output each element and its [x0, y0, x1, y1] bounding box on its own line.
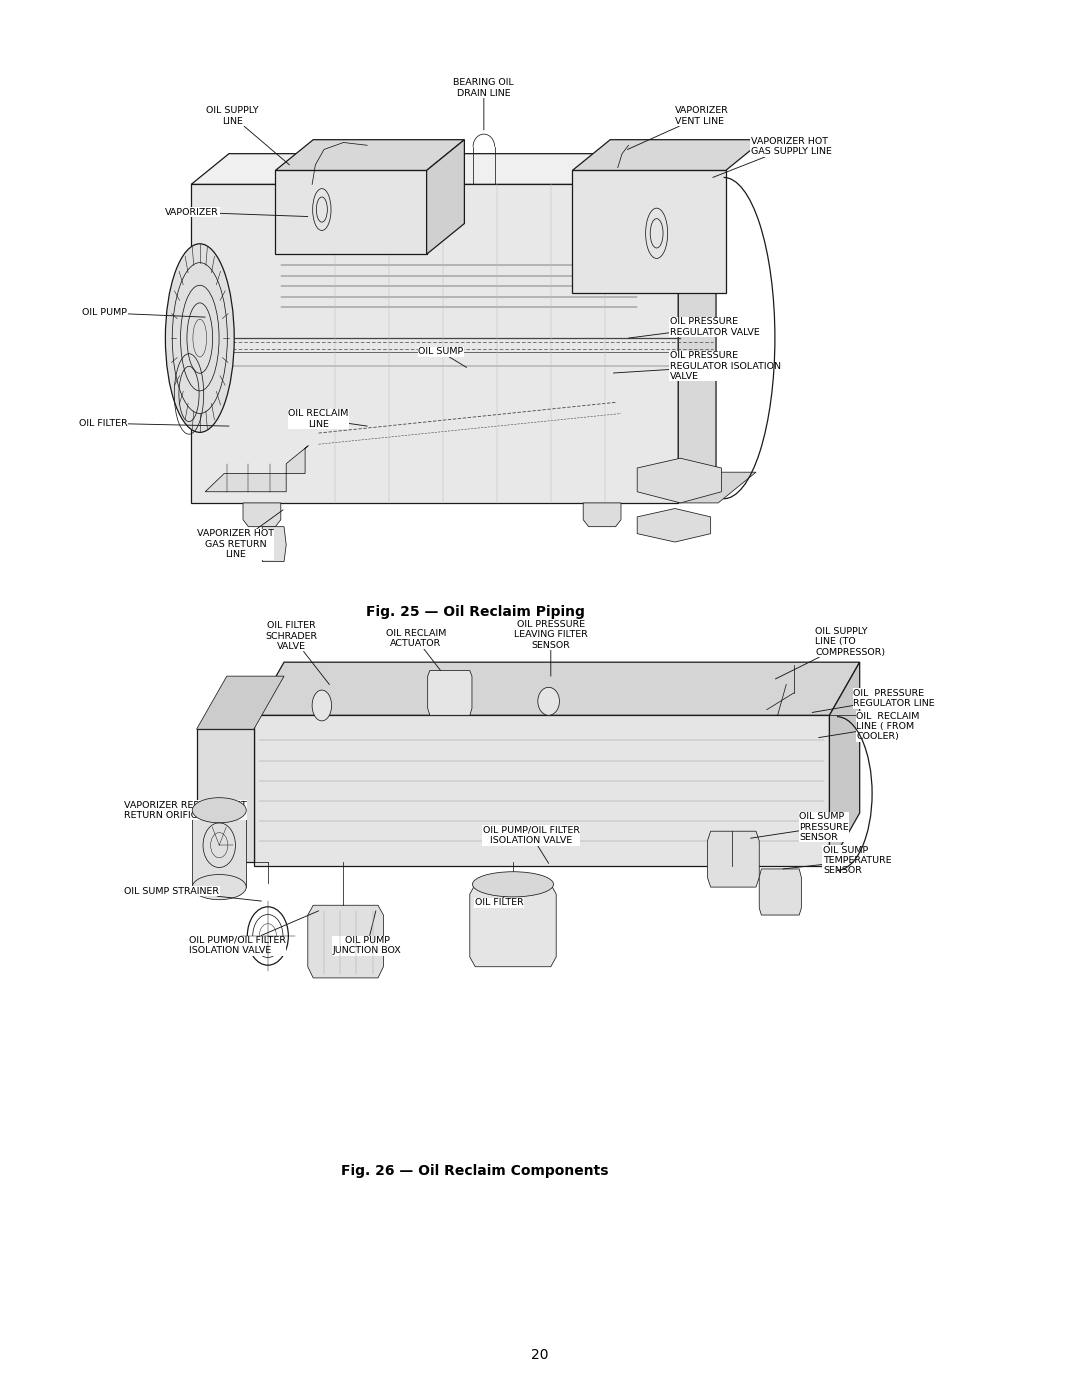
Polygon shape [192, 810, 246, 887]
Polygon shape [243, 503, 281, 527]
Text: VAPORIZER HOT
GAS SUPPLY LINE: VAPORIZER HOT GAS SUPPLY LINE [713, 137, 832, 177]
Text: OIL PUMP
JUNCTION BOX: OIL PUMP JUNCTION BOX [333, 911, 402, 956]
Text: OIL SUPPLY
LINE (TO
COMPRESSOR): OIL SUPPLY LINE (TO COMPRESSOR) [775, 627, 886, 679]
Ellipse shape [473, 872, 554, 897]
Text: OIL FILTER
SCHRADER
VALVE: OIL FILTER SCHRADER VALVE [266, 622, 329, 685]
Polygon shape [275, 140, 464, 170]
Text: VAPORIZER REFRIGERANT
RETURN ORIFICE: VAPORIZER REFRIGERANT RETURN ORIFICE [124, 800, 247, 820]
Text: OIL FILTER: OIL FILTER [474, 884, 524, 907]
Polygon shape [637, 509, 711, 542]
Polygon shape [260, 527, 286, 562]
Ellipse shape [165, 243, 234, 433]
Polygon shape [191, 154, 716, 184]
Polygon shape [427, 140, 464, 254]
Text: OIL PRESSURE
LEAVING FILTER
SENSOR: OIL PRESSURE LEAVING FILTER SENSOR [514, 620, 588, 676]
Polygon shape [572, 170, 726, 293]
Polygon shape [829, 662, 860, 866]
Text: VAPORIZER
VENT LINE: VAPORIZER VENT LINE [627, 106, 729, 149]
Text: OIL FILTER: OIL FILTER [79, 419, 229, 427]
Text: BEARING OIL
DRAIN LINE: BEARING OIL DRAIN LINE [454, 78, 514, 130]
Polygon shape [275, 170, 427, 254]
Polygon shape [583, 503, 621, 527]
Circle shape [538, 687, 559, 715]
Polygon shape [197, 676, 284, 729]
Text: OIL PUMP: OIL PUMP [82, 309, 205, 317]
Text: VAPORIZER HOT
GAS RETURN
LINE: VAPORIZER HOT GAS RETURN LINE [197, 510, 283, 559]
Text: OIL SUPPLY
LINE: OIL SUPPLY LINE [206, 106, 289, 165]
Text: Fig. 25 — Oil Reclaim Piping: Fig. 25 — Oil Reclaim Piping [366, 605, 584, 619]
Text: 20: 20 [531, 1348, 549, 1362]
Text: OIL RECLAIM
ACTUATOR: OIL RECLAIM ACTUATOR [386, 629, 446, 676]
Polygon shape [197, 729, 254, 862]
Polygon shape [707, 831, 759, 887]
Polygon shape [678, 472, 756, 503]
Text: OIL PUMP/OIL FILTER
ISOLATION VALVE: OIL PUMP/OIL FILTER ISOLATION VALVE [189, 911, 319, 956]
Polygon shape [191, 184, 678, 503]
Polygon shape [205, 446, 309, 492]
Text: OIL SUMP: OIL SUMP [418, 348, 467, 367]
Polygon shape [637, 458, 721, 503]
Polygon shape [254, 662, 860, 715]
Text: Fig. 26 — Oil Reclaim Components: Fig. 26 — Oil Reclaim Components [341, 1164, 609, 1178]
Ellipse shape [312, 690, 332, 721]
Polygon shape [678, 154, 716, 503]
Polygon shape [254, 715, 829, 866]
Text: OIL PRESSURE
REGULATOR VALVE: OIL PRESSURE REGULATOR VALVE [629, 317, 759, 338]
Polygon shape [572, 140, 764, 170]
Ellipse shape [192, 875, 246, 900]
Text: OIL SUMP STRAINER: OIL SUMP STRAINER [124, 887, 261, 901]
Polygon shape [470, 884, 556, 967]
Text: OIL  RECLAIM
LINE ( FROM
COOLER): OIL RECLAIM LINE ( FROM COOLER) [819, 711, 920, 742]
Text: OIL PRESSURE
REGULATOR ISOLATION
VALVE: OIL PRESSURE REGULATOR ISOLATION VALVE [613, 351, 781, 381]
Ellipse shape [192, 798, 246, 823]
Text: OIL SUMP
PRESSURE
SENSOR: OIL SUMP PRESSURE SENSOR [751, 812, 849, 842]
Polygon shape [308, 905, 383, 978]
Text: VAPORIZER: VAPORIZER [165, 208, 308, 217]
Text: OIL PUMP/OIL FILTER
ISOLATION VALVE: OIL PUMP/OIL FILTER ISOLATION VALVE [483, 826, 580, 863]
Text: OIL RECLAIM
LINE: OIL RECLAIM LINE [288, 409, 367, 429]
Polygon shape [759, 869, 801, 915]
Text: OIL SUMP
TEMPERATURE
SENSOR: OIL SUMP TEMPERATURE SENSOR [783, 845, 892, 876]
Polygon shape [428, 671, 472, 715]
Text: OIL  PRESSURE
REGULATOR LINE: OIL PRESSURE REGULATOR LINE [812, 689, 935, 712]
